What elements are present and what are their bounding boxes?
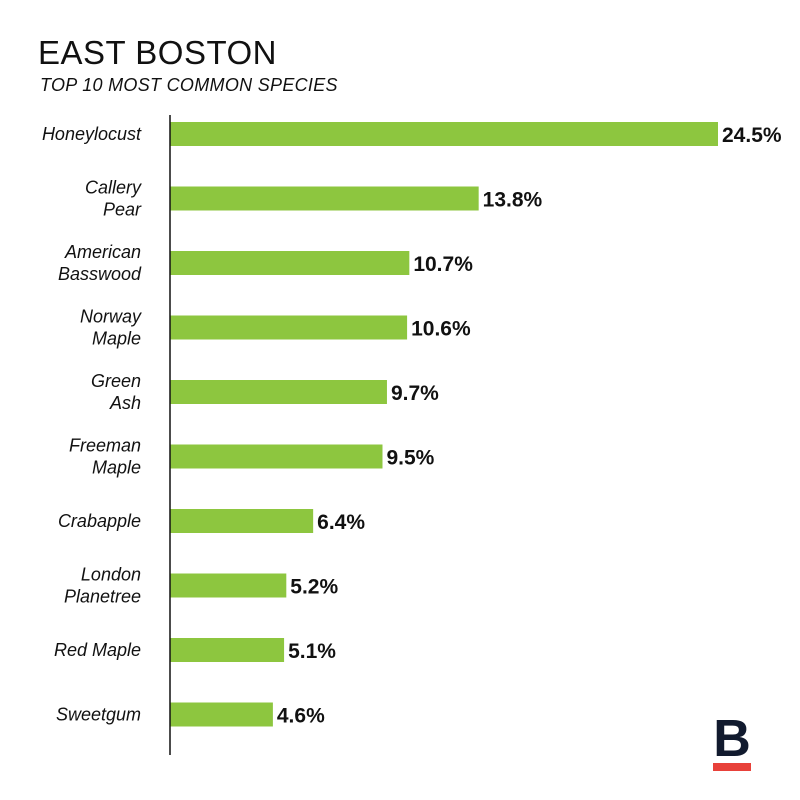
value-label: 24.5% bbox=[722, 124, 782, 147]
bar bbox=[170, 122, 718, 146]
value-label: 9.7% bbox=[391, 382, 439, 405]
category-label: Callery bbox=[85, 178, 142, 198]
category-label: American bbox=[64, 242, 141, 262]
value-label: 10.6% bbox=[411, 318, 471, 341]
bar bbox=[170, 509, 314, 533]
b-logo-icon: B bbox=[713, 712, 751, 771]
category-label: Green bbox=[91, 371, 141, 391]
bar bbox=[170, 251, 410, 275]
bar bbox=[170, 315, 408, 340]
value-label: 4.6% bbox=[277, 705, 325, 728]
category-label: Ash bbox=[109, 393, 141, 413]
category-label: Red Maple bbox=[54, 640, 141, 660]
value-label: 5.2% bbox=[290, 576, 338, 599]
bars-group bbox=[170, 122, 718, 727]
category-label: Maple bbox=[92, 329, 141, 349]
value-label: 10.7% bbox=[413, 253, 473, 276]
bar bbox=[170, 380, 387, 404]
value-label: 6.4% bbox=[317, 511, 365, 534]
category-label: Honeylocust bbox=[42, 124, 142, 144]
category-label: Crabapple bbox=[58, 511, 141, 531]
category-label: Basswood bbox=[58, 264, 142, 284]
brand-underline bbox=[713, 763, 751, 771]
category-label: Maple bbox=[92, 458, 141, 478]
category-label: Pear bbox=[103, 200, 142, 220]
value-labels: 24.5% 13.8% 10.7% 10.6% 9.7% 9.5% 6.4% 5.2% 5.1%… bbox=[277, 124, 782, 728]
bar bbox=[170, 186, 479, 211]
chart-title: EAST BOSTON bbox=[38, 34, 278, 71]
bar bbox=[170, 702, 273, 727]
brand-letter: B bbox=[713, 712, 751, 768]
category-label: Norway bbox=[80, 307, 142, 327]
category-label: Planetree bbox=[64, 587, 141, 607]
chart-subtitle: TOP 10 MOST COMMON SPECIES bbox=[40, 75, 338, 95]
bar bbox=[170, 638, 285, 662]
category-label: Sweetgum bbox=[56, 705, 141, 725]
bar bbox=[170, 573, 287, 598]
bar bbox=[170, 444, 383, 469]
value-label: 5.1% bbox=[288, 640, 336, 663]
category-label: London bbox=[81, 565, 141, 585]
value-label: 9.5% bbox=[386, 447, 434, 470]
value-label: 13.8% bbox=[483, 189, 543, 212]
category-label: Freeman bbox=[69, 436, 141, 456]
